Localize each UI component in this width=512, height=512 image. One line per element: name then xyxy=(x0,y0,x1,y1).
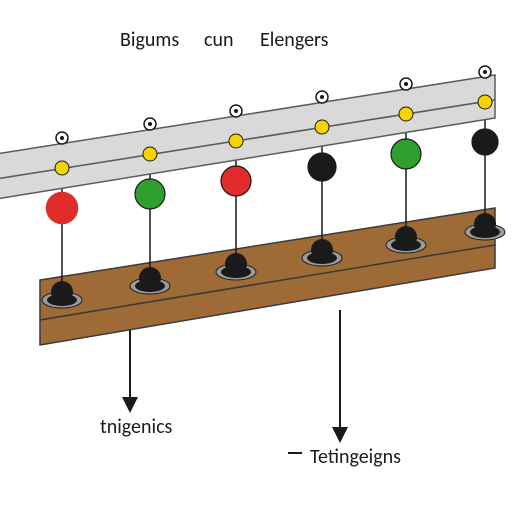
connector-dot-0 xyxy=(60,136,64,140)
yellow-bead-0 xyxy=(55,161,69,175)
yellow-bead-2 xyxy=(229,134,243,148)
yellow-bead-3 xyxy=(315,120,329,134)
label-bottom-left: tnigenics xyxy=(100,415,172,439)
yellow-bead-1 xyxy=(143,147,157,161)
connector-dot-5 xyxy=(483,70,487,74)
mid-ball-5 xyxy=(472,129,498,155)
label-bottom-right: Tetingeigns xyxy=(310,445,401,469)
mid-ball-4 xyxy=(391,139,421,169)
connector-dot-4 xyxy=(404,82,408,86)
mid-ball-3 xyxy=(308,153,336,181)
yellow-bead-5 xyxy=(478,95,492,109)
yellow-bead-4 xyxy=(399,107,413,121)
label-top-left: Bigums xyxy=(120,28,179,52)
connector-dot-3 xyxy=(320,95,324,99)
mid-ball-2 xyxy=(221,166,251,196)
label-top-right: Elengers xyxy=(260,28,328,52)
mid-ball-1 xyxy=(135,179,165,209)
label-top-mid: cun xyxy=(204,28,233,52)
connector-dot-2 xyxy=(234,109,238,113)
connector-dot-1 xyxy=(148,122,152,126)
mid-ball-0 xyxy=(47,193,77,223)
